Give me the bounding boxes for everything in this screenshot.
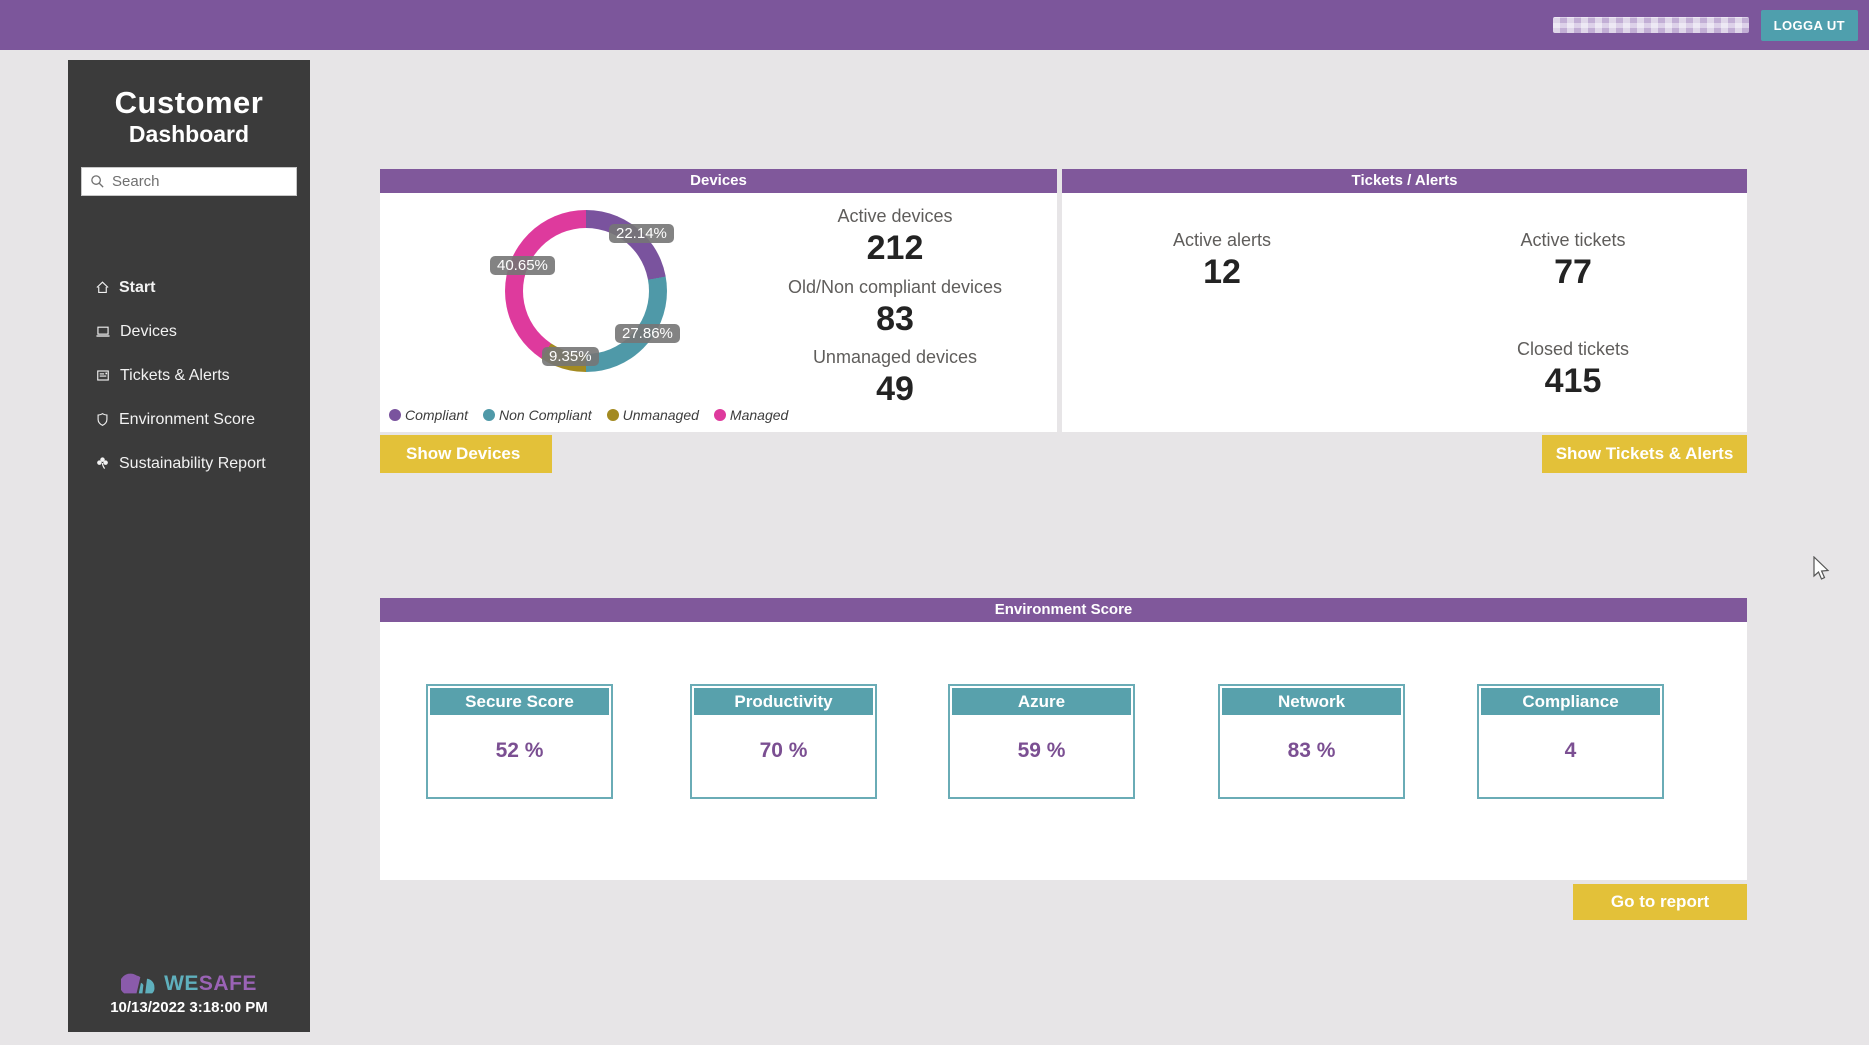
kpi-label: Active tickets: [1520, 230, 1626, 250]
kpi-value: 49: [876, 370, 914, 408]
sidebar-item-tickets-alerts[interactable]: Tickets & Alerts: [68, 354, 310, 398]
legend-swatch: [713, 409, 726, 421]
environment-panel-body: Secure Score 52 % Productivity 70 % Azur…: [380, 622, 1747, 880]
kpi-label: Active alerts: [1172, 230, 1272, 250]
logo-safe: SAFE: [198, 972, 257, 995]
wesafe-logo-icon: [121, 972, 156, 995]
app-title-line1: Customer: [114, 85, 264, 120]
sidebar-item-label: Start: [119, 278, 156, 296]
kpi-value: 212: [866, 229, 924, 267]
score-card-value: 4: [1564, 739, 1577, 762]
sidebar-item-sustainability-report[interactable]: Sustainability Report: [68, 442, 310, 486]
kpi-label: Active devices: [837, 206, 953, 226]
home-icon: [96, 281, 109, 294]
score-card-title: Productivity: [694, 688, 873, 715]
sidebar-nav: Start Devices Tickets & Alerts Environme…: [68, 266, 310, 486]
environment-panel-title: Environment Score: [380, 598, 1747, 622]
donut-label: 27.86%: [615, 324, 680, 343]
environment-score-panel: Environment Score Secure Score 52 % Prod…: [380, 598, 1747, 880]
sidebar-item-environment-score[interactable]: Environment Score: [68, 398, 310, 442]
devices-kpis: Active devices 212 Old/Non compliant dev…: [745, 199, 1045, 411]
kpi-label: Closed tickets: [1516, 339, 1630, 359]
legend-item: Unmanaged: [606, 407, 699, 423]
sidebar-item-label: Tickets & Alerts: [120, 366, 230, 384]
sidebar-item-start[interactable]: Start: [68, 266, 310, 310]
devices-panel-body: 22.14% 40.65% 27.86% 9.35% Compliant Non…: [380, 193, 1057, 432]
sidebar-item-label: Environment Score: [119, 410, 256, 428]
score-card-value: 52 %: [495, 739, 544, 762]
score-card-azure: Azure 59 %: [948, 684, 1135, 799]
closed-tickets-kpi: Closed tickets 415: [1443, 332, 1703, 403]
score-card-title: Compliance: [1481, 688, 1660, 715]
score-card-compliance: Compliance 4: [1477, 684, 1664, 799]
tickets-panel-title: Tickets / Alerts: [1062, 169, 1747, 193]
score-card-network: Network 83 %: [1218, 684, 1405, 799]
legend-label: Compliant: [405, 407, 469, 423]
logout-button[interactable]: LOGGA UT: [1760, 10, 1858, 41]
devices-panel: Devices 22.14% 40.65% 27.86% 9.35% Compl…: [380, 169, 1057, 432]
show-tickets-alerts-button[interactable]: Show Tickets & Alerts: [1542, 435, 1747, 473]
legend-item: Compliant: [389, 407, 468, 423]
laptop-icon: [96, 326, 110, 337]
clover-icon: [97, 457, 108, 470]
search-icon: [91, 175, 104, 188]
kpi-value: 415: [1544, 362, 1602, 400]
show-devices-button[interactable]: Show Devices: [380, 435, 552, 473]
donut-label: 40.65%: [490, 256, 555, 275]
active-tickets-kpi: Active tickets 77: [1443, 223, 1703, 294]
score-card-value: 83 %: [1287, 739, 1336, 762]
legend-swatch: [483, 409, 496, 421]
sidebar-footer: WESAFE 10/13/2022 3:18:00 PM: [68, 969, 310, 1016]
devices-chart-legend: Compliant Non Compliant Unmanaged Manage…: [389, 407, 788, 423]
score-card-productivity: Productivity 70 %: [690, 684, 877, 799]
kpi-label: Old/Non compliant devices: [787, 276, 1003, 297]
go-to-report-button[interactable]: Go to report: [1573, 884, 1747, 920]
legend-swatch: [606, 409, 619, 421]
tickets-panel-body: Active alerts 12 Active tickets 77 Close…: [1062, 193, 1747, 432]
donut-label: 22.14%: [609, 224, 674, 243]
kpi-value: 12: [1203, 253, 1241, 291]
score-card-title: Network: [1222, 688, 1401, 715]
kpi-value: 77: [1554, 253, 1592, 291]
score-card-secure-score: Secure Score 52 %: [426, 684, 613, 799]
ticket-icon: [97, 370, 109, 381]
sidebar-item-label: Sustainability Report: [119, 454, 266, 472]
last-updated-timestamp: 10/13/2022 3:18:00 PM: [110, 999, 268, 1016]
legend-swatch: [389, 409, 401, 421]
kpi-value: 83: [876, 299, 914, 338]
tickets-alerts-panel: Tickets / Alerts Active alerts 12 Active…: [1062, 169, 1747, 432]
legend-label: Non Compliant: [499, 407, 592, 423]
app-title: Customer Dashboard: [68, 60, 310, 149]
score-card-value: 70 %: [759, 739, 808, 762]
sidebar-item-devices[interactable]: Devices: [68, 310, 310, 354]
legend-label: Unmanaged: [622, 407, 699, 423]
search-input[interactable]: [112, 172, 288, 190]
user-email-redacted: [1553, 17, 1749, 33]
sidebar-item-label: Devices: [120, 322, 177, 340]
legend-item: Non Compliant: [483, 407, 592, 423]
score-card-title: Secure Score: [430, 688, 609, 715]
top-bar: LOGGA UT: [0, 0, 1869, 50]
donut-label: 9.35%: [542, 347, 599, 366]
active-alerts-kpi: Active alerts 12: [1092, 223, 1352, 294]
legend-item: Managed: [713, 407, 789, 423]
score-card-title: Azure: [952, 688, 1131, 715]
search-box[interactable]: [81, 166, 297, 196]
logo-we: WE: [164, 972, 199, 995]
wesafe-logo-text: WESAFE: [164, 972, 257, 996]
mouse-cursor: [1813, 556, 1830, 580]
kpi-label: Unmanaged devices: [812, 347, 978, 367]
app-title-line2: Dashboard: [128, 121, 250, 148]
score-card-value: 59 %: [1017, 739, 1066, 762]
legend-label: Managed: [729, 407, 789, 423]
sidebar: Customer Dashboard Start Devices: [68, 60, 310, 1032]
devices-panel-title: Devices: [380, 169, 1057, 193]
shield-icon: [97, 413, 108, 427]
